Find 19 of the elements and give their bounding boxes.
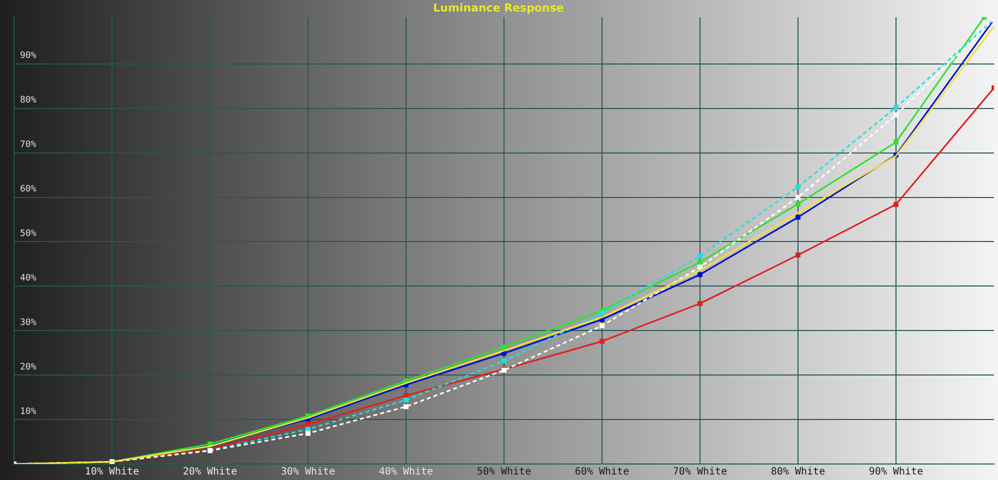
y-tick-label: 10% [20,406,37,417]
chart-title: Luminance Response [433,1,564,14]
x-tick-label: 60% White [574,466,630,478]
x-tick-label: 30% White [280,466,336,478]
y-tick-label: 70% [20,140,37,150]
x-tick-label: 80% White [770,466,826,478]
x-tick-label: 10% White [84,466,140,478]
x-tick-label: 50% White [476,466,532,478]
y-tick-label: 90% [20,51,37,62]
y-tick-label: 40% [20,274,37,284]
x-tick-label: 90% White [868,466,924,478]
y-tick-label: 20% [20,362,37,372]
y-tick-label: 60% [20,184,37,195]
y-tick-label: 80% [20,96,37,106]
y-tick-label: 50% [20,229,37,240]
x-tick-label: 20% White [182,466,238,478]
x-tick-label: 70% White [672,466,728,478]
x-tick-label: 40% White [378,466,434,478]
y-tick-label: 30% [20,318,37,328]
